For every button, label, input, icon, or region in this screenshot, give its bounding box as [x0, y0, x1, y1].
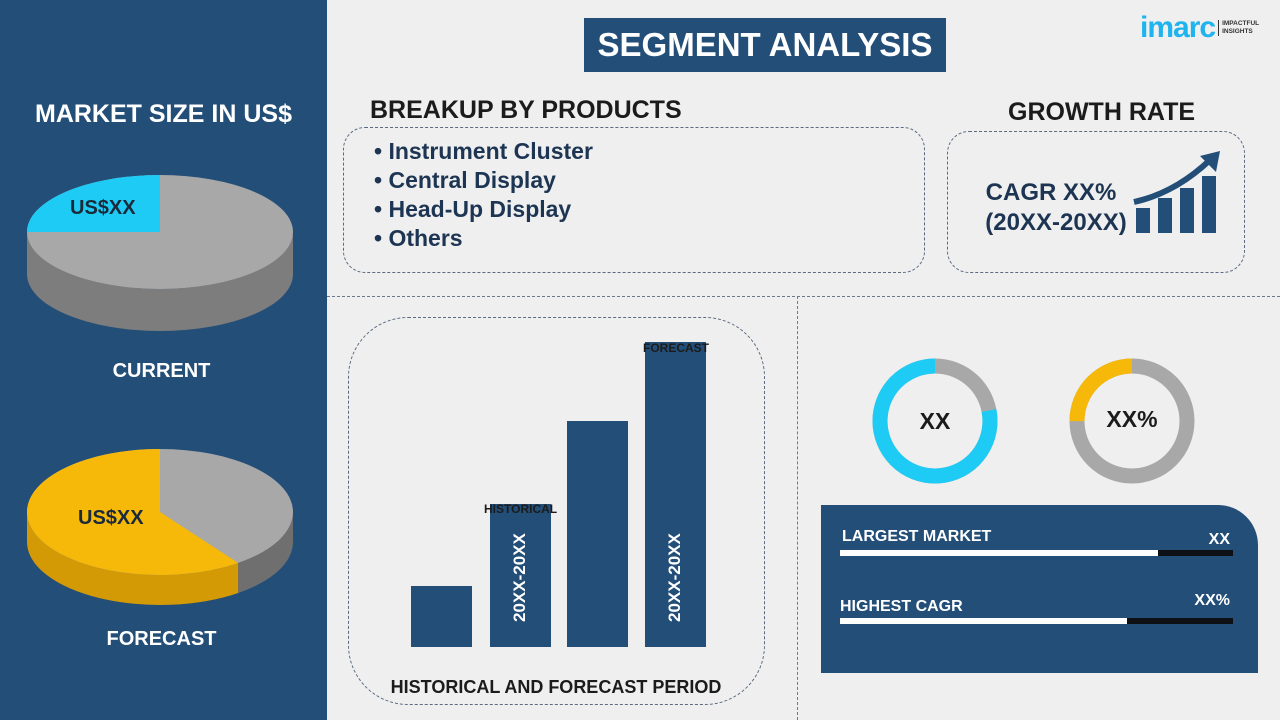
pie-slice-share	[27, 449, 239, 575]
product-item: • Head-Up Display	[374, 196, 572, 222]
highest-cagr-bar	[840, 618, 1233, 624]
cagr-period: (20XX-20XX)	[985, 209, 1127, 236]
logo-tagline-2: INSIGHTS	[1222, 28, 1253, 35]
period-bar	[411, 586, 472, 647]
products-heading: BREAKUP BY PRODUCTS	[370, 96, 682, 124]
period-bar: 20XX-20XX	[645, 342, 706, 647]
bar-period-label: 20XX-20XX	[665, 533, 684, 622]
product-item: • Instrument Cluster	[374, 138, 593, 164]
highest-cagr-value: XX%	[1194, 592, 1230, 609]
logo-tagline-1: IMPACTFUL	[1222, 20, 1260, 27]
pie-side-share	[27, 512, 239, 606]
largest-market-bar	[840, 550, 1233, 556]
growth-chart-icon	[1133, 151, 1220, 233]
cagr-text: CAGR XX%	[985, 179, 1117, 206]
growth-box: CAGR XX% (20XX-20XX)	[947, 131, 1245, 273]
forecast-value: US$XX	[78, 507, 144, 529]
forecast-label: FORECAST	[106, 628, 217, 650]
period-chart-title: HISTORICAL AND FORECAST PERIOD	[390, 677, 722, 697]
logo-brand: imarc	[1140, 11, 1216, 44]
market-size-heading: MARKET SIZE IN US$	[35, 100, 292, 128]
bar-period-label: 20XX-20XX	[510, 533, 529, 622]
current-pie	[27, 175, 293, 331]
pie-side-rest	[27, 232, 293, 331]
imarc-logo: imarc IMPACTFUL INSIGHTS	[1140, 10, 1259, 46]
current-label: CURRENT	[112, 360, 211, 382]
divider-vertical	[797, 296, 798, 720]
forecast-pie	[27, 449, 293, 606]
product-item: • Others	[374, 225, 463, 251]
current-value: US$XX	[70, 197, 136, 219]
period-chart-box: 20XX-20XX 20XX-20XX HISTORICAL FORECAST H…	[348, 317, 765, 705]
largest-market-fill	[840, 550, 1159, 556]
products-box: • Instrument Cluster • Central Display •…	[343, 127, 925, 273]
historical-label: HISTORICAL	[484, 502, 558, 516]
donut-1-label: XX	[919, 408, 951, 434]
product-item: • Central Display	[374, 167, 556, 193]
pie-slice-share	[27, 175, 160, 232]
forecast-bar-label: FORECAST	[643, 341, 709, 355]
period-bar	[567, 421, 628, 647]
products-list: • Instrument Cluster • Central Display •…	[344, 128, 924, 253]
period-bar: 20XX-20XX	[490, 503, 551, 647]
donut-2-label: XX%	[1106, 406, 1158, 432]
growth-heading: GROWTH RATE	[1008, 98, 1196, 126]
largest-market-label: LARGEST MARKET	[842, 528, 992, 545]
page-title: SEGMENT ANALYSIS	[584, 18, 946, 72]
pie-side-rest	[238, 512, 293, 593]
donut-charts	[872, 358, 1195, 484]
donut-share-arc	[1069, 358, 1195, 484]
donut-share-arc	[872, 358, 998, 484]
highest-cagr-label: HIGHEST CAGR	[840, 598, 963, 615]
stats-panel: LARGEST MARKET XX HIGHEST CAGR XX%	[821, 505, 1258, 673]
largest-market-value: XX	[1208, 531, 1230, 548]
pie-charts	[27, 175, 293, 606]
divider-horizontal	[327, 296, 1280, 297]
highest-cagr-fill	[840, 618, 1127, 624]
left-panel: MARKET SIZE IN US$ US$XX CURRENT US$XX F…	[0, 0, 327, 720]
